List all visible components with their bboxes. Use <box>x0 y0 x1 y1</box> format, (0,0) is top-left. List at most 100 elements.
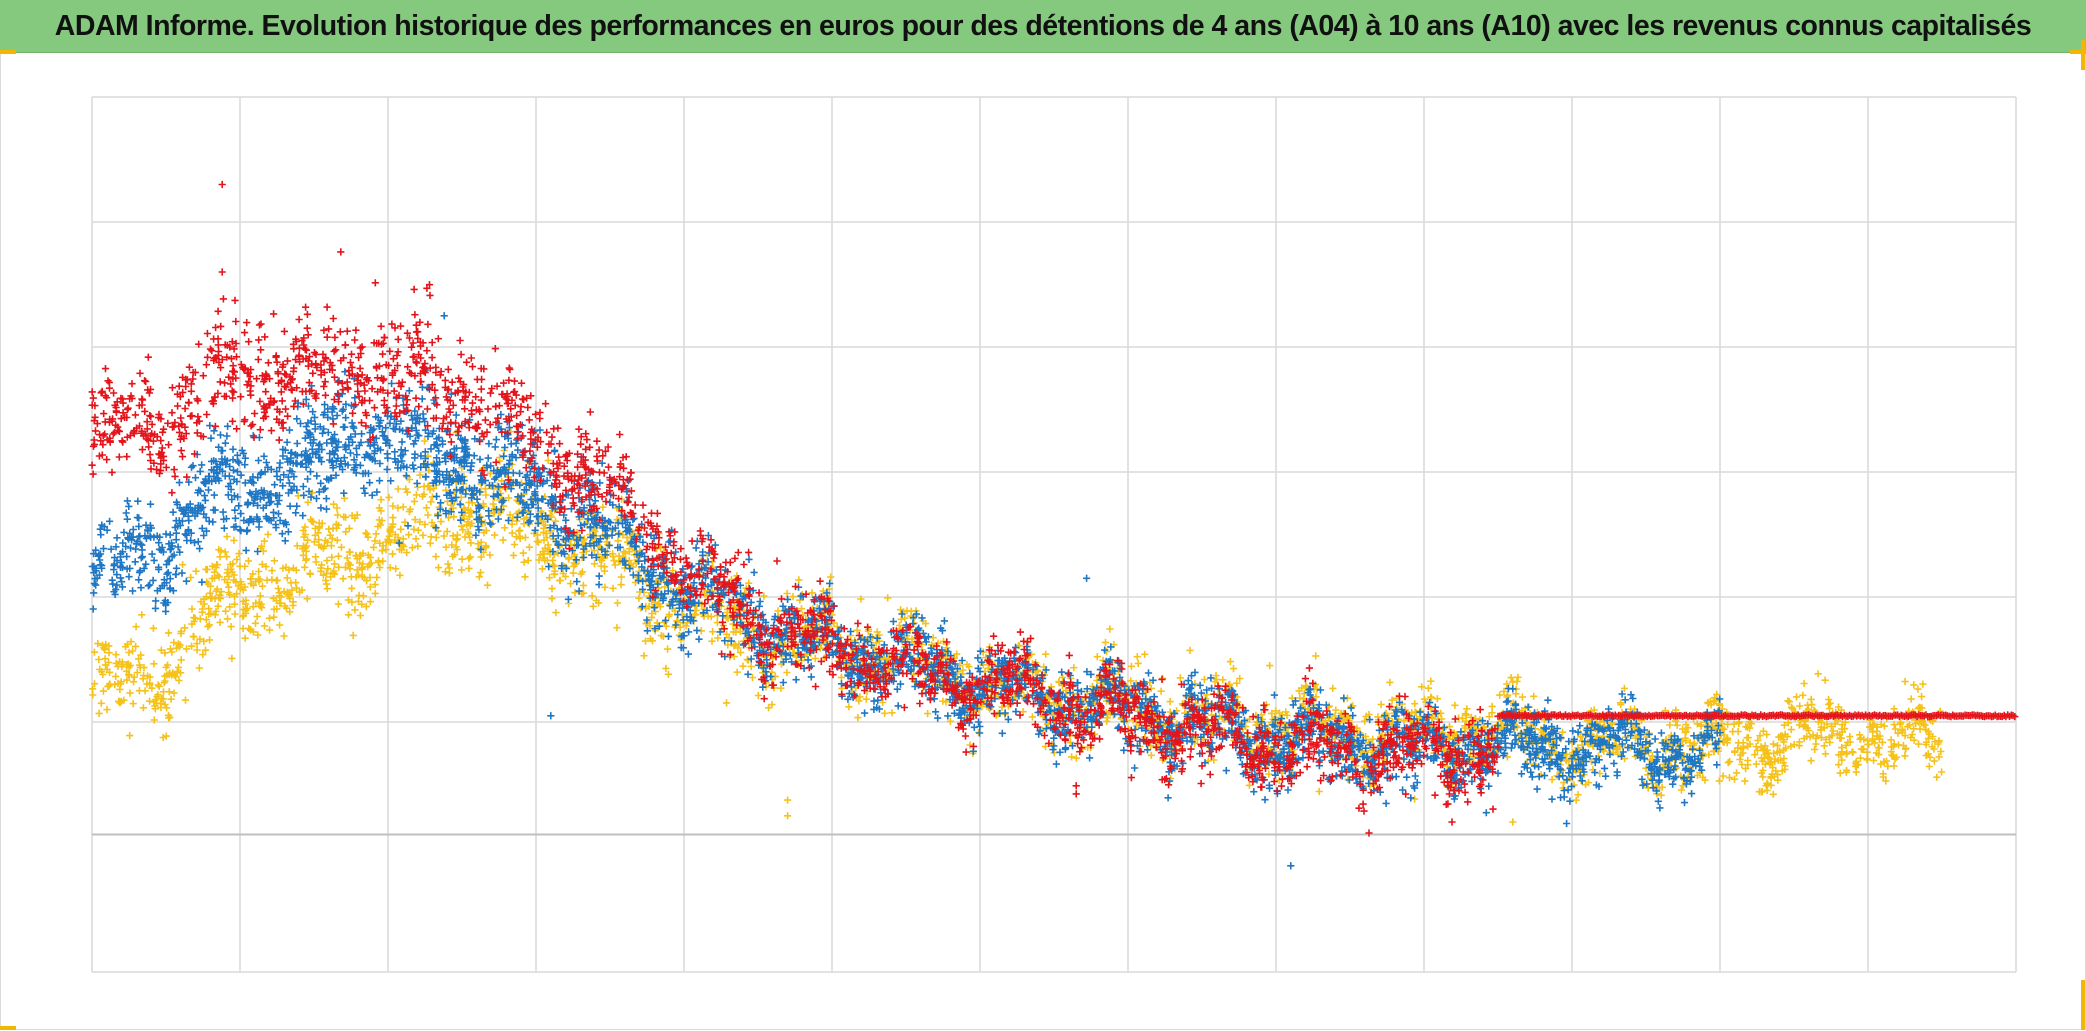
point-a07 <box>155 539 163 547</box>
point-a04 <box>442 543 450 551</box>
point-a04 <box>432 553 440 561</box>
point-a04 <box>491 531 499 539</box>
point-a07 <box>196 467 204 475</box>
point-a04 <box>579 581 587 589</box>
point-a04 <box>1732 769 1741 777</box>
point-a04 <box>319 571 327 579</box>
point-a07 <box>692 544 700 552</box>
point-a04 <box>397 525 405 533</box>
point-a04 <box>1361 717 1369 725</box>
point-a04 <box>199 651 207 659</box>
point-a04 <box>126 689 134 697</box>
point-a04 <box>1787 726 1795 734</box>
point-a04 <box>139 704 147 712</box>
point-a04 <box>287 579 295 587</box>
point-a04 <box>590 560 599 568</box>
point-a04 <box>276 621 284 629</box>
point-a04 <box>1759 773 1767 781</box>
point-a04 <box>1042 650 1050 658</box>
point-a07 <box>1086 754 1094 762</box>
point-a07 <box>1669 780 1677 788</box>
point-a04 <box>1147 751 1155 759</box>
point-a07 <box>348 419 356 427</box>
point-a04 <box>327 573 335 581</box>
point-a07 <box>242 546 250 554</box>
point-a04 <box>548 585 556 593</box>
point-a04 <box>348 584 356 592</box>
point-a04 <box>216 553 224 561</box>
point-a04 <box>552 609 560 617</box>
point-a04 <box>760 592 768 600</box>
point-a04 <box>1870 756 1878 765</box>
point-a04 <box>205 605 213 613</box>
point-a04 <box>1811 745 1819 753</box>
point-a04 <box>189 632 197 640</box>
point-a07 <box>169 508 177 516</box>
point-a04 <box>225 573 233 581</box>
point-a07 <box>1222 767 1230 775</box>
point-a04 <box>1852 768 1860 776</box>
point-a04 <box>201 646 210 654</box>
point-a04 <box>510 540 519 549</box>
point-a04 <box>1741 777 1749 785</box>
point-a04 <box>1803 701 1812 709</box>
point-a04 <box>613 516 621 524</box>
point-a04 <box>258 582 267 590</box>
point-a07 <box>413 479 421 487</box>
point-a04 <box>365 561 374 569</box>
point-a07 <box>1315 749 1323 757</box>
point-a04 <box>129 647 137 655</box>
point-a04 <box>95 655 103 664</box>
point-a04 <box>376 563 384 572</box>
point-a04 <box>1933 773 1941 781</box>
point-a07 <box>513 513 521 521</box>
point-a04 <box>251 619 260 627</box>
point-a04 <box>783 668 791 677</box>
point-a07 <box>172 529 180 537</box>
point-a04 <box>268 567 276 575</box>
point-a04 <box>482 491 490 499</box>
point-a07 <box>573 578 581 586</box>
point-a04 <box>946 717 954 725</box>
point-a04 <box>1059 673 1067 681</box>
point-a04 <box>1800 679 1808 688</box>
point-a07 <box>491 443 499 451</box>
point-a04 <box>123 676 131 684</box>
point-a04 <box>351 606 359 614</box>
point-a04 <box>443 527 451 535</box>
point-a04 <box>1133 653 1141 661</box>
point-a04 <box>635 594 643 602</box>
point-a04 <box>534 531 542 539</box>
point-a04 <box>929 634 937 642</box>
point-a04 <box>389 550 397 558</box>
point-a04 <box>486 551 494 559</box>
point-a04 <box>301 563 309 571</box>
point-a07 <box>1482 809 1490 817</box>
point-a04 <box>452 536 460 544</box>
point-a04 <box>160 679 168 687</box>
point-a04 <box>1836 769 1844 777</box>
point-a07 <box>138 553 147 561</box>
point-a04 <box>444 560 452 568</box>
point-a07 <box>209 518 217 526</box>
point-a04 <box>202 593 210 601</box>
point-a04 <box>175 676 183 685</box>
point-a04 <box>354 571 363 579</box>
point-a04 <box>221 548 229 556</box>
point-a04 <box>193 646 201 654</box>
point-a04 <box>445 514 453 522</box>
point-a04 <box>173 667 181 675</box>
point-a04 <box>477 568 485 577</box>
point-a04 <box>924 710 932 718</box>
point-a07 <box>1494 769 1502 777</box>
point-a04 <box>249 603 257 611</box>
point-a04 <box>1890 705 1898 713</box>
point-a07 <box>134 497 142 505</box>
point-a07 <box>391 448 399 456</box>
point-a07 <box>476 455 484 463</box>
point-a04 <box>673 617 681 625</box>
point-a04 <box>1769 740 1777 748</box>
point-a04 <box>501 524 509 532</box>
point-a04 <box>165 629 173 637</box>
corner-marker-bottom-right <box>2081 980 2085 1030</box>
